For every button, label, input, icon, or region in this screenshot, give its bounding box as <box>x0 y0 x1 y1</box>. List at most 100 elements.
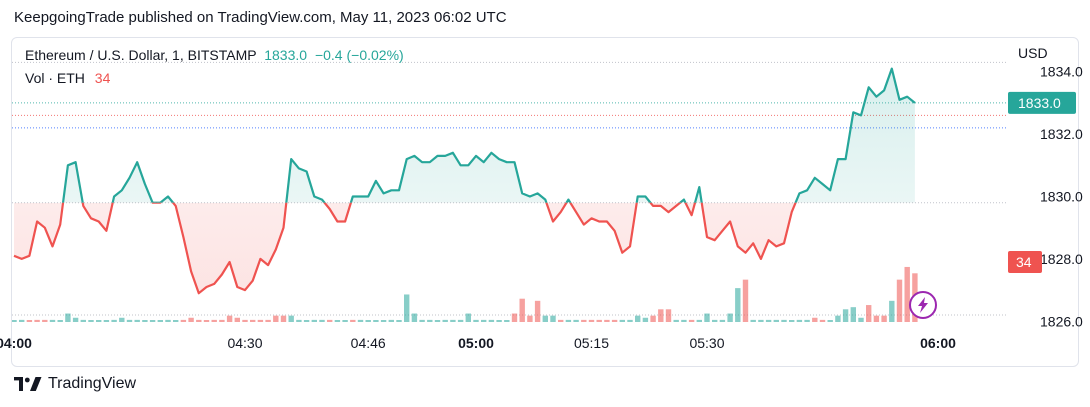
volume-bar <box>26 320 33 322</box>
volume-bar <box>835 315 841 322</box>
volume-bar <box>658 309 664 322</box>
publisher-line: KeepgoingTrade published on TradingView.… <box>14 9 507 26</box>
volume-bar <box>496 320 502 322</box>
volume-bar <box>134 319 140 322</box>
volume-bar <box>88 320 94 322</box>
volume-bar <box>219 319 225 322</box>
volume-bar <box>504 320 510 322</box>
volume-bar <box>273 315 279 322</box>
currency-label: USD <box>1018 45 1048 61</box>
volume-bar <box>303 320 310 322</box>
volume-bar <box>12 320 17 322</box>
volume-bar <box>642 317 649 322</box>
volume-bar <box>773 319 779 322</box>
volume-bar <box>457 319 464 322</box>
volume-bar <box>889 300 895 322</box>
volume-bar <box>396 320 402 322</box>
volume-bar <box>411 313 418 322</box>
legend-symbol-row: Ethereum / U.S. Dollar, 1, BITSTAMP 1833… <box>25 47 404 63</box>
volume-bar <box>542 315 548 322</box>
volume-bar <box>789 320 795 322</box>
volume-bar <box>819 319 826 322</box>
volume-bar <box>65 313 71 322</box>
price-line-above <box>61 67 916 203</box>
volume-bar <box>611 319 618 322</box>
volume-bar <box>727 313 733 322</box>
brand-name: TradingView <box>48 375 137 392</box>
tradingview-logo-icon <box>14 377 42 391</box>
volume-bar <box>296 319 302 322</box>
volume-bar <box>427 319 433 322</box>
volume-bar <box>19 319 25 322</box>
volume-bar <box>581 319 587 322</box>
price-line <box>13 67 916 295</box>
volume-bar <box>180 319 187 322</box>
volume-bar <box>765 319 772 322</box>
volume-bar <box>688 319 695 322</box>
volume-bar <box>866 305 872 322</box>
chart-frame <box>11 37 1079 367</box>
volume-bar <box>750 319 756 322</box>
volume-bar <box>103 320 110 322</box>
volume-bar <box>796 319 803 322</box>
volume-bar <box>904 266 910 322</box>
volume-bars <box>12 266 918 322</box>
volume-bar <box>96 320 102 322</box>
area-above-baseline <box>14 68 915 203</box>
volume-bar <box>72 317 79 322</box>
volume-bar <box>812 317 818 322</box>
y-tick-label: 1830.0 <box>1040 189 1083 205</box>
volume-bar <box>250 319 256 322</box>
volume-bar <box>142 320 148 322</box>
volume-bar <box>373 320 379 322</box>
volume-bar <box>627 319 633 322</box>
volume-bar <box>596 319 602 322</box>
lightning-alert-icon[interactable] <box>909 291 937 319</box>
volume-bar <box>842 309 849 322</box>
volume-bar <box>465 313 471 322</box>
volume-bar <box>850 307 856 322</box>
volume-bar <box>280 315 287 322</box>
volume-bar <box>265 319 271 322</box>
volume-bar <box>149 320 156 322</box>
x-tick-label: 06:00 <box>920 335 956 351</box>
volume-bar <box>380 320 387 322</box>
volume-bar <box>527 315 533 322</box>
volume-bar <box>534 300 541 322</box>
y-tick-label: 1826.0 <box>1040 313 1083 329</box>
volume-bar <box>57 320 63 322</box>
legend-volume-label[interactable]: Vol · ETH <box>25 70 85 86</box>
legend-symbol[interactable]: Ethereum / U.S. Dollar, 1, BITSTAMP <box>25 47 257 63</box>
volume-bar <box>404 294 410 322</box>
volume-bar <box>311 319 317 322</box>
y-tick-label: 1828.0 <box>1040 251 1083 267</box>
last-price-label: 1833.0 <box>1018 95 1061 111</box>
volume-bar <box>696 319 702 322</box>
volume-bar <box>365 320 371 322</box>
volume-bar <box>173 320 179 322</box>
volume-bar <box>434 320 441 322</box>
volume-bar <box>588 319 595 322</box>
volume-bar <box>881 315 887 322</box>
x-tick-label: 05:30 <box>689 335 724 351</box>
last-volume-label: 34 <box>1016 254 1032 270</box>
volume-bar <box>650 315 656 322</box>
legend-change: −0.4 (−0.02%) <box>314 47 404 63</box>
volume-bar <box>719 319 726 322</box>
volume-bar <box>288 315 294 322</box>
volume-bar <box>735 288 741 322</box>
volume-bar <box>188 317 194 322</box>
x-tick-label: 04:00 <box>0 335 32 351</box>
volume-bar <box>419 319 425 322</box>
volume-bar <box>157 320 163 322</box>
volume-bar <box>388 319 394 322</box>
volume-bar <box>49 319 56 322</box>
volume-bar <box>450 319 456 322</box>
x-tick-label: 05:15 <box>574 335 609 351</box>
volume-bar <box>334 320 341 322</box>
volume-bar <box>758 319 764 322</box>
volume-bar <box>327 319 333 322</box>
y-tick-label: 1832.0 <box>1040 126 1083 142</box>
tradingview-logo[interactable]: TradingView <box>14 375 136 393</box>
